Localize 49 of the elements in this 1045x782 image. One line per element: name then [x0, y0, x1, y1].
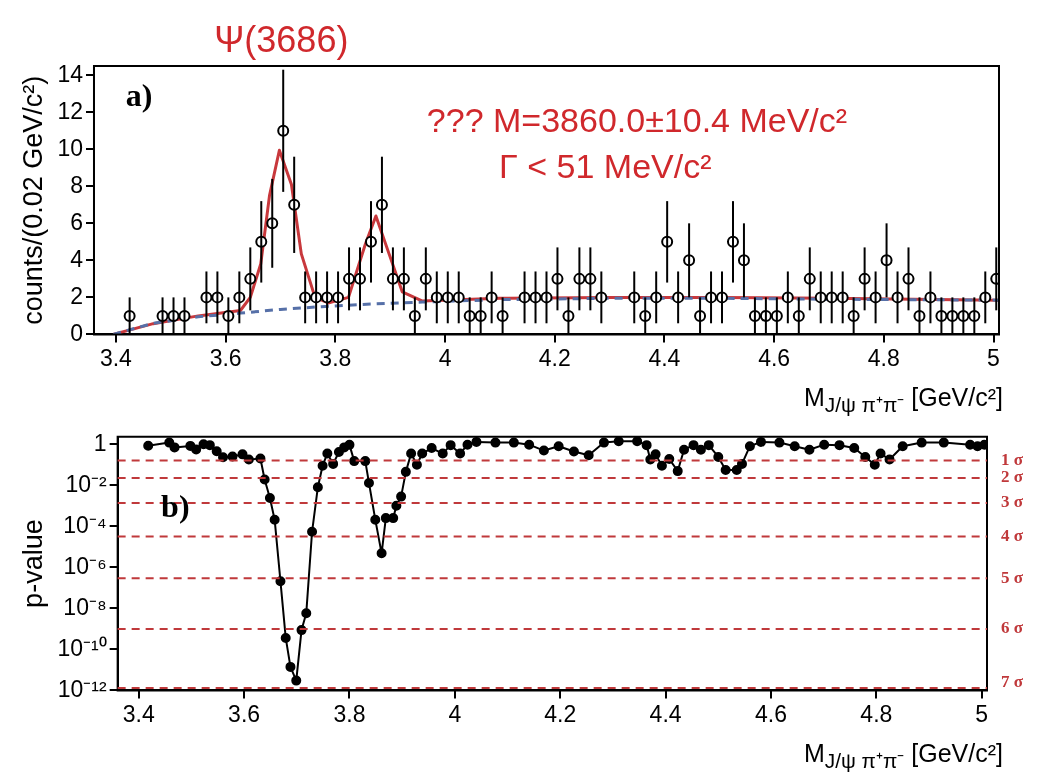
y-tick-label: 10⁻⁸: [63, 593, 107, 620]
y-tick-label: 10⁻²: [65, 470, 107, 497]
x-tick-label: 4.2: [544, 700, 577, 727]
ref-line-label: 2 σ: [1001, 467, 1024, 487]
text: Ψ(3686): [214, 19, 349, 60]
ref-line-label: 1 σ: [1001, 449, 1024, 469]
y-tick-label: 6: [70, 208, 83, 235]
ref-line-label: 5 σ: [1001, 567, 1024, 587]
y-tick-label: 10: [57, 134, 83, 161]
x-tick-label: 4.8: [860, 700, 893, 727]
x-tick-label: 4.2: [538, 344, 571, 371]
y-tick-label: 8: [70, 171, 83, 198]
ref-line-label: 3 σ: [1001, 492, 1024, 512]
x-tick-label: 3.6: [228, 700, 261, 727]
x-tick-label: 4.4: [648, 344, 681, 371]
y-tick-label: 1: [93, 429, 107, 456]
y-tick-label: 4: [70, 245, 84, 272]
x-tick-label: 4.6: [754, 700, 787, 727]
annotation: b): [161, 487, 190, 524]
y-tick-label: 12: [57, 97, 83, 124]
y-tick-label: 2: [70, 282, 83, 309]
x-tick-label: 3.4: [122, 700, 155, 727]
annotation: Γ < 51 MeV/c²: [499, 147, 712, 185]
ref-line-label: 7 σ: [1001, 671, 1024, 691]
y-tick-label: 14: [57, 60, 84, 87]
x-tick-label: 5: [975, 700, 989, 727]
x-tick-label: 5: [987, 344, 1000, 371]
y-axis-title: counts/(0.02 GeV/c²): [17, 75, 48, 325]
ref-line-label: 4 σ: [1001, 525, 1024, 545]
x-tick-label: 4.6: [758, 344, 791, 371]
x-axis-title: M$_{J/ψ π⁺π⁻}$ [GeV/c²]: [803, 382, 1003, 418]
x-axis-title: M$_{J/ψ π⁺π⁻}$ [GeV/c²]: [803, 738, 1003, 774]
x-tick-label: 4.8: [867, 344, 900, 371]
x-tick-label: 4.4: [649, 700, 682, 727]
x-tick-label: 3.8: [333, 700, 366, 727]
y-tick-label: 10⁻⁴: [63, 511, 107, 538]
x-tick-label: 4: [438, 344, 452, 371]
y-tick-label: 0: [70, 319, 83, 346]
y-tick-label: 10⁻⁶: [63, 552, 107, 579]
annotation: ??? M=3860.0±10.4 MeV/c²: [426, 101, 848, 139]
x-tick-label: 3.6: [209, 344, 242, 371]
y-axis-title: p-value: [17, 519, 48, 608]
ref-line-label: 6 σ: [1001, 618, 1024, 638]
x-tick-label: 3.4: [99, 344, 133, 371]
y-tick-label: 10⁻¹⁰: [57, 634, 107, 661]
y-tick-label: 10⁻¹²: [57, 675, 107, 702]
x-tick-label: 4: [448, 700, 462, 727]
annotation: a): [125, 77, 153, 113]
x-tick-label: 3.8: [319, 344, 352, 371]
